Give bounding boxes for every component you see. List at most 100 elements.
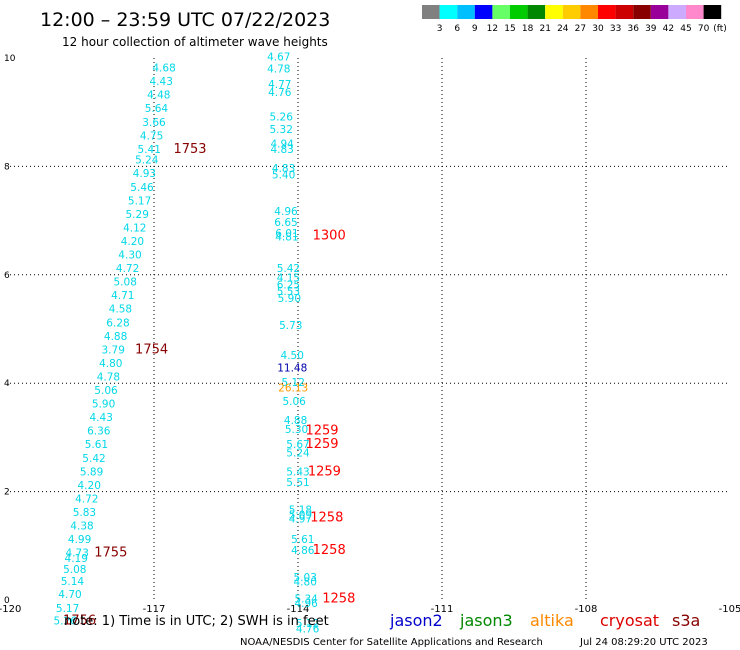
wave-height-label: 3.79 <box>102 344 125 356</box>
wave-height-label: 4.43 <box>90 412 113 424</box>
colorbar-swatch <box>615 5 634 19</box>
wave-height-label: 5.61 <box>291 534 314 546</box>
wave-height-label: 5.17 <box>56 603 79 615</box>
wave-height-label: 5.61 <box>85 439 108 451</box>
colorbar-label: 36 <box>627 24 639 34</box>
wave-height-label: 4.15 <box>277 272 300 284</box>
wave-height-label: 4.96 <box>294 598 318 610</box>
x-tick-labels: -120 -117 -114 -111 -108 -105 <box>0 604 740 615</box>
colorbar-swatch <box>650 5 669 19</box>
wave-height-label: 4.67 <box>267 52 290 64</box>
colorbar-swatch <box>510 5 528 19</box>
wave-height-label: 6.01 <box>275 228 298 240</box>
wave-height-label: 5.18 <box>289 504 312 516</box>
y-tick-label: 4 <box>4 379 10 389</box>
colorbar-swatch <box>580 5 598 19</box>
pass-time-label: 1258 <box>310 510 343 525</box>
colorbar-label: 15 <box>504 24 515 34</box>
colorbar-unit: (ft) <box>713 24 727 34</box>
wave-height-label: 5.26 <box>54 615 78 627</box>
wave-height-label: 5.29 <box>126 209 149 221</box>
wave-height-label: 4.81 <box>275 232 298 244</box>
pass-time-label: 1259 <box>305 437 338 452</box>
footer-credit: NOAA/NESDIS Center for Satellite Applica… <box>240 637 543 648</box>
wave-height-label: 4.97 <box>289 513 312 525</box>
wave-height-label: 4.68 <box>152 63 175 75</box>
wave-height-label: 5.06 <box>282 396 306 408</box>
wave-height-label: 4.78 <box>267 64 290 76</box>
wave-height-label: 5.67 <box>286 439 309 451</box>
wave-height-label: 5.12 <box>282 377 305 389</box>
pass-time-label: 1300 <box>313 229 346 244</box>
colorbar-swatch <box>562 5 581 19</box>
y-tick-label: 8 <box>4 162 10 172</box>
colorbar-label: 9 <box>472 24 478 34</box>
chart-title: 12:00 – 23:59 UTC 07/22/2023 <box>40 9 330 31</box>
wave-height-label: 4.71 <box>111 290 134 302</box>
colorbar-label: 3 <box>437 24 443 34</box>
wave-height-label: 4.93 <box>133 168 156 180</box>
grid-lines <box>10 58 730 600</box>
satellite-legend-s3a: s3a <box>672 611 700 630</box>
colorbar-label: 6 <box>454 24 460 34</box>
wave-height-label: 5.43 <box>286 466 309 478</box>
wave-height-label: 5.24 <box>135 155 159 167</box>
wave-height-label: 4.80 <box>294 576 317 588</box>
y-tick-labels: 0 2 4 6 8 10 <box>4 54 16 606</box>
wave-height-label: 5.26 <box>270 111 294 123</box>
x-tick-label: -108 <box>575 604 598 615</box>
wave-height-label: 4.20 <box>121 236 144 248</box>
wave-height-label: 5.46 <box>130 182 154 194</box>
colorbar-swatch <box>686 5 704 19</box>
wave-height-label: 4.76 <box>268 87 292 99</box>
wave-height-label: 5.41 <box>138 144 161 156</box>
wave-height-label: 5.12 <box>296 618 319 630</box>
wave-height-label: 4.50 <box>281 350 304 362</box>
wave-height-label: 4.19 <box>65 553 88 565</box>
wave-height-label: 5.53 <box>277 286 300 298</box>
wave-height-label: 4.30 <box>118 250 141 262</box>
colorbar-label: 42 <box>663 24 674 34</box>
colorbar-swatch <box>598 5 616 19</box>
footer-timestamp: Jul 24 08:29:20 UTC 2023 <box>579 637 708 648</box>
color-scale-bar: 3 6 9 12 15 18 21 24 27 30 33 36 39 42 45 70 (ft) <box>422 5 727 34</box>
wave-height-label: 26.13 <box>278 382 308 394</box>
x-tick-label: -117 <box>143 604 166 615</box>
x-tick-label: -111 <box>431 604 454 615</box>
wave-height-label: 5.32 <box>270 124 293 136</box>
colorbar-label: 70 <box>698 24 710 34</box>
wave-height-label: 4.72 <box>75 493 98 505</box>
pass-time-label: 1755 <box>94 546 127 561</box>
colorbar-swatch <box>545 5 563 19</box>
colorbar-swatch <box>703 5 722 19</box>
wave-height-label: 11.48 <box>277 362 307 374</box>
wave-height-label: 6.28 <box>106 317 129 329</box>
x-tick-label: -105 <box>719 604 740 615</box>
wave-height-label: 5.64 <box>145 103 169 115</box>
wave-height-label: 4.76 <box>296 624 320 636</box>
colorbar-label: 24 <box>557 24 569 34</box>
pass-time-label: 1756 <box>63 613 96 628</box>
colorbar-swatch <box>668 5 686 19</box>
y-tick-label: 2 <box>4 488 10 498</box>
wave-height-label: 5.40 <box>272 169 295 181</box>
colorbar-swatch <box>474 5 493 19</box>
wave-height-label: 5.24 <box>286 447 310 459</box>
colorbar-label: 30 <box>592 24 604 34</box>
wave-height-labels: 4.684.434.485.643.664.755.415.244.935.46… <box>54 52 320 636</box>
wave-height-label: 4.20 <box>78 480 101 492</box>
colorbar-label: 33 <box>610 24 621 34</box>
footer-note: note: 1) Time is in UTC; 2) SWH is in fe… <box>64 614 329 629</box>
pass-time-labels: 1753175417551756130012591259125912581258… <box>63 142 355 629</box>
pass-time-label: 1258 <box>322 592 355 607</box>
wave-height-label: 4.99 <box>68 534 91 546</box>
colorbar-label: 18 <box>522 24 534 34</box>
satellite-legend-cryosat: cryosat <box>600 611 659 630</box>
x-tick-label: -120 <box>0 604 21 615</box>
satellite-legend-jason2: jason2 <box>389 611 443 630</box>
wave-height-label: 5.14 <box>61 576 85 588</box>
pass-time-label: 1258 <box>313 543 346 558</box>
wave-height-label: 4.38 <box>70 521 93 533</box>
wave-height-label: 5.51 <box>286 477 309 489</box>
